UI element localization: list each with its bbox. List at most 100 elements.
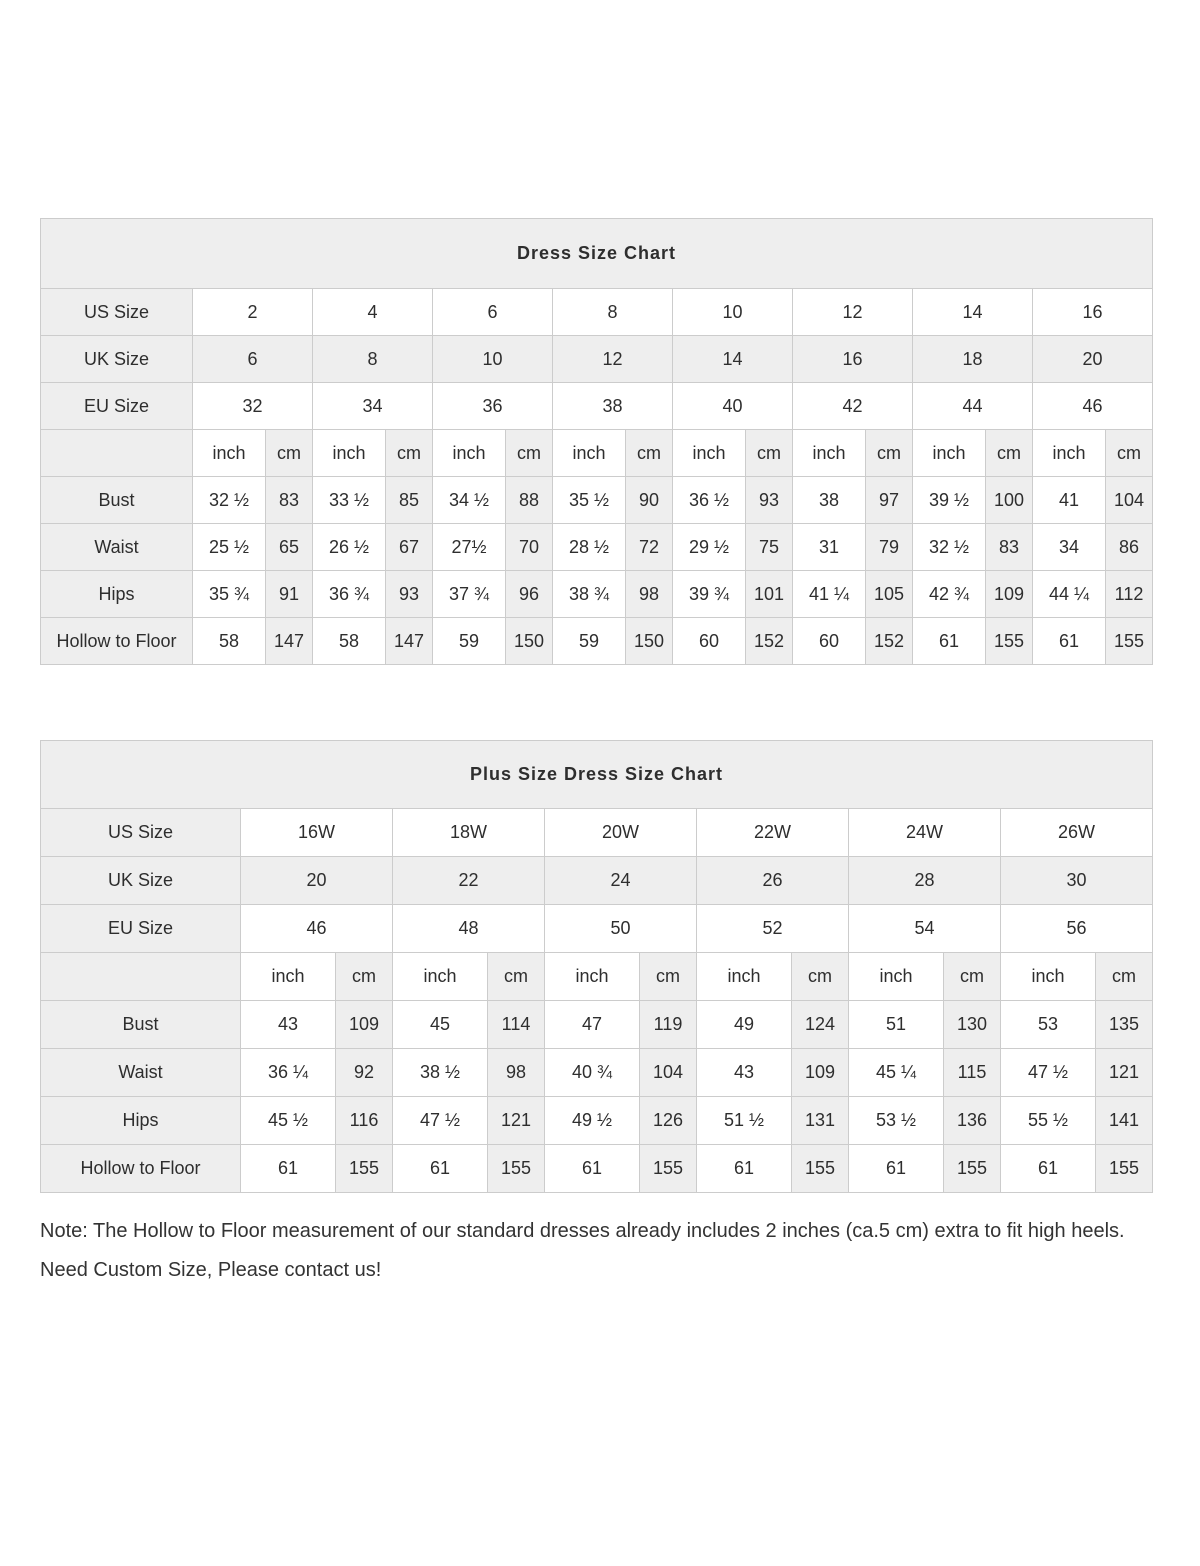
measure-cm-cell: 121 (1095, 1048, 1153, 1097)
unit-inch-cell: inch (1000, 952, 1096, 1001)
size-value-cell: 40 (672, 382, 793, 430)
size-table: Plus Size Dress Size Chart US Size 16W 18W 2… (40, 740, 1153, 1193)
measure-inch-cell: 61 (1032, 617, 1106, 665)
measure-inch-cell: 47 (544, 1000, 640, 1049)
measure-inch-cell: 25 ½ (192, 523, 266, 571)
measure-inch-cell: 53 ½ (848, 1096, 944, 1145)
measure-cm-cell: 114 (487, 1000, 545, 1049)
unit-cm-cell: cm (1095, 952, 1153, 1001)
measure-inch-cell: 55 ½ (1000, 1096, 1096, 1145)
size-value-cell: 20 (240, 856, 393, 905)
unit-inch-cell: inch (544, 952, 640, 1001)
measure-cm-cell: 155 (1105, 617, 1153, 665)
measure-inch-cell: 41 (1032, 476, 1106, 524)
measure-cm-cell: 86 (1105, 523, 1153, 571)
measure-cm-cell: 109 (985, 570, 1033, 618)
size-value-cell: 46 (240, 904, 393, 953)
measure-cm-cell: 93 (385, 570, 433, 618)
measure-row: Waist 25 ½ 65 26 ½ 67 27½ 70 28 ½ 72 29 ½ 75 31 79 32… (40, 523, 1153, 571)
measure-cm-cell: 147 (265, 617, 313, 665)
measure-inch-cell: 51 (848, 1000, 944, 1049)
measure-inch-cell: 28 ½ (552, 523, 626, 571)
measure-row: Waist 36 ¼ 92 38 ½ 98 40 ¾ 104 43 109 45 ¼ 115 47 ½… (40, 1048, 1153, 1097)
size-value-cell: 16 (792, 335, 913, 383)
size-value-cell: 6 (432, 288, 553, 336)
size-row: EU Size 46 48 50 52 54 56 (40, 904, 1153, 953)
size-row: US Size 16W 18W 20W 22W 24W 26W (40, 808, 1153, 857)
measure-cm-cell: 104 (1105, 476, 1153, 524)
size-value-cell: 12 (792, 288, 913, 336)
size-value-cell: 18 (912, 335, 1033, 383)
measure-cm-cell: 136 (943, 1096, 1001, 1145)
size-value-cell: 44 (912, 382, 1033, 430)
size-value-cell: 36 (432, 382, 553, 430)
size-value-cell: 14 (672, 335, 793, 383)
measure-row-label: Hips (40, 570, 193, 618)
measure-cm-cell: 155 (985, 617, 1033, 665)
size-value-cell: 54 (848, 904, 1001, 953)
measure-cm-cell: 155 (1095, 1144, 1153, 1193)
unit-cm-cell: cm (385, 429, 433, 477)
measure-cm-cell: 97 (865, 476, 913, 524)
size-value-cell: 8 (552, 288, 673, 336)
size-value-cell: 10 (432, 335, 553, 383)
note-block: Note: The Hollow to Floor measurement of… (40, 1212, 1162, 1290)
measure-cm-cell: 115 (943, 1048, 1001, 1097)
size-value-cell: 22W (696, 808, 849, 857)
measure-row: Bust 43 109 45 114 47 119 49 124 51 130 53 135 (40, 1000, 1153, 1049)
measure-inch-cell: 44 ¼ (1032, 570, 1106, 618)
unit-cm-cell: cm (625, 429, 673, 477)
size-value-cell: 34 (312, 382, 433, 430)
size-value-cell: 52 (696, 904, 849, 953)
measure-inch-cell: 60 (672, 617, 746, 665)
measure-inch-cell: 41 ¼ (792, 570, 866, 618)
size-value-cell: 16 (1032, 288, 1153, 336)
size-row-label: US Size (40, 808, 241, 857)
measure-cm-cell: 155 (639, 1144, 697, 1193)
measure-cm-cell: 105 (865, 570, 913, 618)
measure-cm-cell: 75 (745, 523, 793, 571)
unit-inch-cell: inch (912, 429, 986, 477)
measure-inch-cell: 35 ½ (552, 476, 626, 524)
unit-cm-cell: cm (487, 952, 545, 1001)
size-value-cell: 48 (392, 904, 545, 953)
measure-inch-cell: 34 (1032, 523, 1106, 571)
measure-cm-cell: 72 (625, 523, 673, 571)
measure-inch-cell: 61 (696, 1144, 792, 1193)
measure-cm-cell: 141 (1095, 1096, 1153, 1145)
measure-inch-cell: 37 ¾ (432, 570, 506, 618)
measure-inch-cell: 49 (696, 1000, 792, 1049)
unit-inch-cell: inch (192, 429, 266, 477)
unit-cm-cell: cm (265, 429, 313, 477)
measure-cm-cell: 135 (1095, 1000, 1153, 1049)
size-value-cell: 10 (672, 288, 793, 336)
measure-cm-cell: 83 (985, 523, 1033, 571)
measure-inch-cell: 32 ½ (192, 476, 266, 524)
measure-cm-cell: 85 (385, 476, 433, 524)
measure-cm-cell: 112 (1105, 570, 1153, 618)
measure-inch-cell: 36 ¾ (312, 570, 386, 618)
note-hollow-to-floor-text: Note: The Hollow to Floor measurement of… (40, 1220, 1125, 1242)
measure-inch-cell: 40 ¾ (544, 1048, 640, 1097)
measure-row-label: Bust (40, 476, 193, 524)
measure-cm-cell: 90 (625, 476, 673, 524)
measure-inch-cell: 42 ¾ (912, 570, 986, 618)
table-title-row: Plus Size Dress Size Chart (40, 740, 1153, 809)
size-value-cell: 22 (392, 856, 545, 905)
plus-size-chart: Plus Size Dress Size Chart US Size 16W 18W 2… (40, 740, 1153, 1193)
size-value-cell: 4 (312, 288, 433, 336)
size-row-label: EU Size (40, 382, 193, 430)
size-table: Dress Size Chart US Size 2 4 6 8 10 12 14 16 UK Si… (40, 218, 1153, 665)
measure-cm-cell: 155 (791, 1144, 849, 1193)
note-custom-size-text: Need Custom Size, Please contact us! (40, 1259, 382, 1281)
unit-cm-cell: cm (791, 952, 849, 1001)
measure-inch-cell: 59 (432, 617, 506, 665)
unit-cm-cell: cm (1105, 429, 1153, 477)
unit-cm-cell: cm (335, 952, 393, 1001)
size-row: UK Size 20 22 24 26 28 30 (40, 856, 1153, 905)
table-title-row: Dress Size Chart (40, 218, 1153, 289)
measure-inch-cell: 53 (1000, 1000, 1096, 1049)
measure-inch-cell: 45 ¼ (848, 1048, 944, 1097)
measure-cm-cell: 83 (265, 476, 313, 524)
